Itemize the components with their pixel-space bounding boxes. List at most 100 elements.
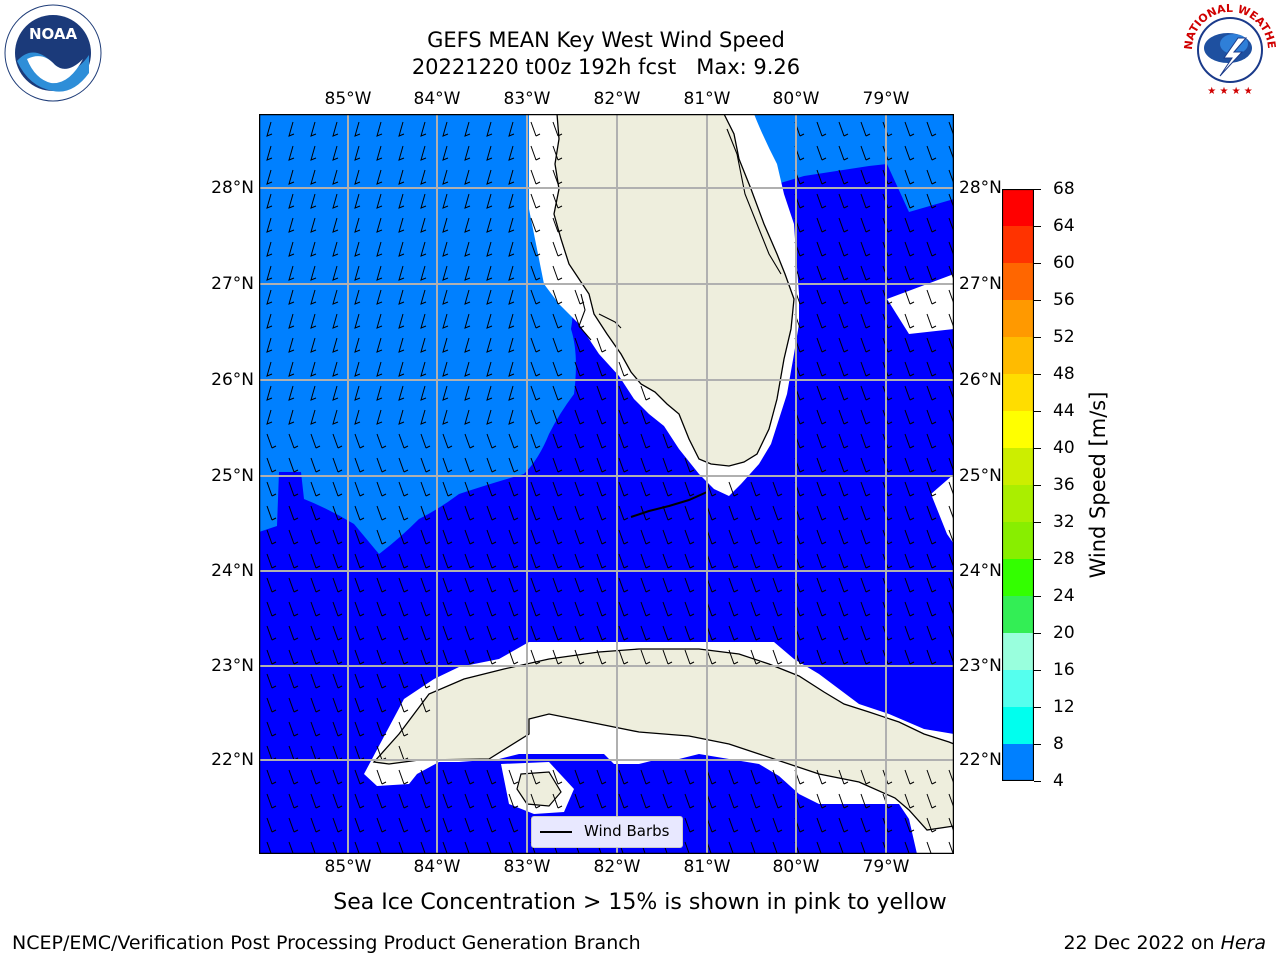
wind-barb	[596, 793, 607, 809]
wind-barb	[684, 625, 695, 641]
wind-barb	[486, 769, 497, 785]
wind-barb	[574, 361, 585, 377]
wind-barb	[728, 553, 739, 569]
wind-barb	[904, 313, 915, 329]
wind-barb	[684, 601, 695, 617]
wind-barb	[728, 625, 739, 641]
wind-barb	[860, 817, 871, 833]
wind-barb	[464, 769, 475, 785]
colorbar-tick-mark	[1034, 743, 1041, 745]
colorbar-tick-mark	[1034, 262, 1041, 264]
wind-barb	[266, 241, 273, 257]
wind-barb	[464, 601, 475, 617]
wind-barb	[420, 337, 427, 353]
wind-barb	[508, 121, 515, 137]
wind-barb	[442, 577, 453, 593]
wind-barb	[508, 793, 519, 809]
wind-barb	[310, 145, 317, 161]
wind-barb	[486, 529, 497, 545]
wind-barb	[618, 361, 629, 377]
wind-barb	[838, 241, 849, 257]
wind-barb	[552, 145, 563, 161]
wind-barb	[530, 121, 541, 137]
wind-barb	[464, 265, 471, 281]
wind-barb	[266, 481, 277, 497]
wind-barb	[860, 361, 871, 377]
colorbar-tick-mark	[1034, 373, 1041, 375]
wind-barb	[926, 361, 937, 377]
wind-barb	[904, 361, 915, 377]
wind-barb	[860, 313, 871, 329]
wind-barb	[508, 625, 519, 641]
wind-barb	[486, 193, 493, 209]
wind-barb	[860, 241, 871, 257]
wind-barb	[420, 457, 431, 473]
cuba-land	[372, 648, 954, 831]
wind-barb	[310, 169, 317, 185]
wind-barb	[288, 793, 299, 809]
colorbar-label: Wind Speed [m/s]	[1086, 391, 1110, 579]
wind-barb	[398, 673, 409, 689]
wind-barb	[926, 625, 937, 641]
wind-barb	[838, 481, 849, 497]
wind-barb	[376, 193, 383, 209]
wind-barb	[574, 793, 585, 809]
wind-barb	[838, 769, 849, 785]
speed-band-8-12-gulf	[259, 114, 576, 554]
wind-barb	[310, 385, 317, 401]
wind-barb	[376, 697, 387, 713]
wind-barb	[332, 721, 343, 737]
wind-barb	[926, 169, 937, 185]
wind-barb-legend-line	[540, 831, 572, 833]
wind-barb	[288, 433, 299, 449]
wind-barb	[486, 217, 493, 233]
wind-barb	[596, 433, 607, 449]
wind-barb	[332, 433, 343, 449]
wind-barb	[508, 433, 519, 449]
colorbar-tick-mark	[1034, 780, 1041, 782]
lat-label-right: 28°N	[959, 178, 1002, 198]
wind-barb	[332, 793, 343, 809]
wind-barb	[838, 289, 849, 305]
wind-barb	[574, 289, 585, 305]
wind-barb	[376, 457, 387, 473]
wind-barb	[508, 409, 515, 425]
colorbar-segment	[1002, 448, 1034, 486]
wind-barb	[486, 817, 497, 833]
wind-barb	[486, 481, 497, 497]
wind-barb	[750, 625, 761, 641]
colorbar-segment	[1002, 633, 1034, 671]
wind-barb	[288, 361, 295, 377]
wind-barb	[376, 241, 383, 257]
wind-barb	[376, 313, 383, 329]
wind-barb	[508, 313, 515, 329]
wind-barb	[574, 385, 585, 401]
wind-barb	[266, 217, 273, 233]
wind-barb	[486, 145, 493, 161]
wind-barb	[354, 409, 361, 425]
wind-barb	[508, 817, 519, 833]
wind-barb	[376, 121, 383, 137]
wind-barb	[310, 817, 321, 833]
wind-barb	[442, 793, 453, 809]
wind-barb	[838, 145, 849, 161]
wind-barb	[618, 577, 629, 593]
wind-barb	[332, 337, 339, 353]
colorbar-tick-label: 56	[1053, 290, 1075, 310]
wind-barb	[310, 313, 317, 329]
wind-barb	[266, 289, 273, 305]
lon-label-top: 81°W	[683, 89, 731, 109]
wind-barb	[508, 649, 519, 665]
wind-barb	[530, 649, 541, 665]
wind-barb	[838, 649, 849, 665]
wind-barb	[420, 577, 431, 593]
wind-barb	[288, 697, 299, 713]
wind-barb	[398, 505, 409, 521]
wind-barb	[750, 601, 761, 617]
wind-barb	[332, 457, 343, 473]
colorbar-tick-mark	[1034, 188, 1041, 190]
wind-barb	[266, 553, 277, 569]
wind-barb	[640, 481, 651, 497]
colorbar-segment	[1002, 189, 1034, 227]
wind-barb	[816, 553, 827, 569]
